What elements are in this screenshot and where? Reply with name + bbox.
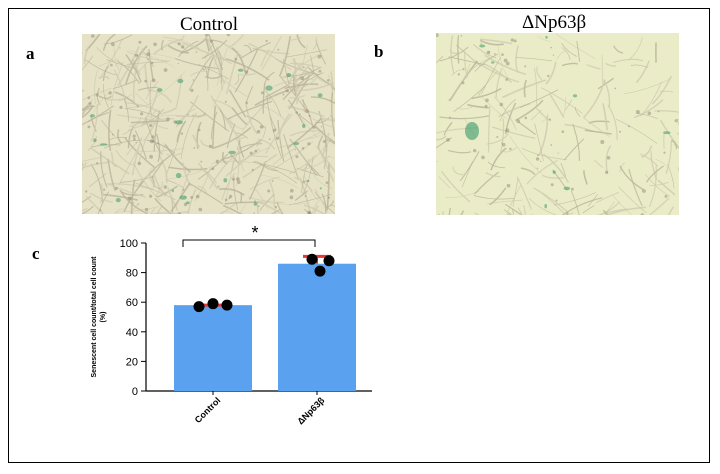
y-tick-label: 80 [126,268,138,280]
panel-c-letter: c [32,244,40,263]
control-micrograph [82,34,335,214]
cell-texture [436,33,679,215]
data-point [323,255,335,267]
bar-1 [278,263,356,391]
y-tick-label: 0 [132,386,138,398]
stain-spots [479,35,671,209]
y-tick-label: 100 [120,238,138,250]
panel-a-title: Control [180,14,239,35]
data-point [221,299,233,311]
x-tick-label: ΔNp63β [295,395,326,426]
data-point [314,265,326,277]
y-tick-label: 20 [126,356,138,368]
data-point [306,253,318,265]
panel-b-title: ΔNp63β [522,12,587,33]
y-axis-label: Senescent cell count/total cell count (%) [91,256,107,378]
y-tick-label: 40 [126,327,138,339]
x-tick-label: Control [193,395,223,425]
np63-micrograph-image [436,33,679,215]
np63-micrograph [436,33,679,215]
control-micrograph-image [82,34,335,214]
data-point [193,301,205,313]
significance-bracket [182,239,316,247]
stain-spots [89,68,323,206]
data-point [207,298,219,310]
bar-0 [174,305,252,391]
significance-label: * [251,223,258,243]
y-tick-label: 60 [126,297,138,309]
panel-b-letter: b [374,42,384,61]
panel-a-letter: a [26,44,35,63]
stain-blob [465,122,479,140]
cell-texture [82,34,335,214]
